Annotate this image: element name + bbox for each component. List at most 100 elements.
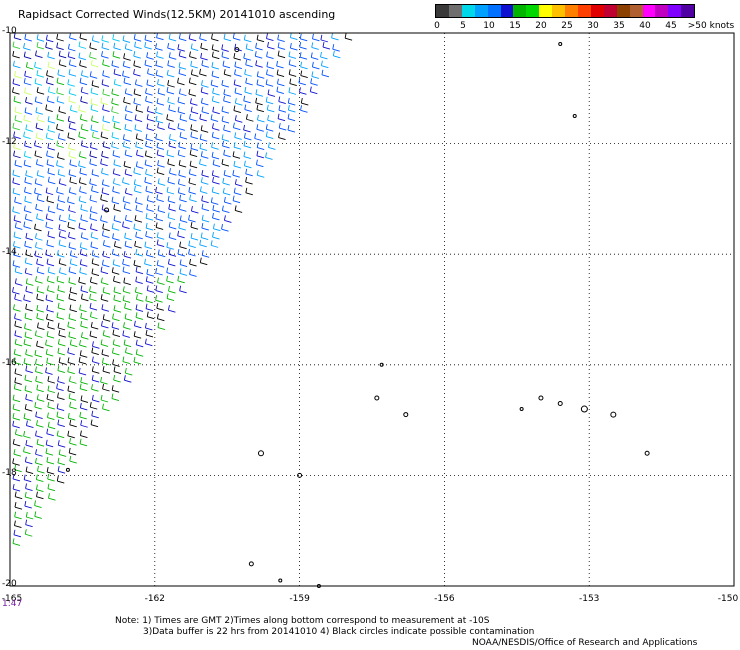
wind-barb: [89, 71, 98, 79]
wind-barb: [135, 248, 143, 257]
wind-barb: [67, 412, 76, 421]
wind-barb: [100, 394, 109, 403]
wind-barb: [201, 222, 209, 231]
wind-barb: [169, 168, 177, 176]
wind-barb: [200, 125, 209, 133]
wind-barb: [80, 86, 89, 95]
wind-barb: [58, 239, 67, 248]
wind-barb: [278, 122, 287, 131]
wind-barb: [234, 87, 243, 96]
wind-barb: [79, 60, 87, 68]
wind-barb: [122, 266, 131, 274]
wind-barb: [58, 449, 67, 457]
wind-barb: [79, 339, 87, 348]
wind-barb: [56, 123, 64, 132]
wind-barb: [68, 277, 76, 285]
wind-barb: [166, 149, 175, 158]
wind-barb: [289, 42, 298, 51]
wind-barb: [12, 458, 20, 466]
wind-barb: [199, 68, 207, 77]
wind-barb: [24, 331, 33, 340]
wind-barb: [300, 61, 308, 70]
wind-barb: [144, 34, 153, 43]
wind-barb: [135, 266, 144, 275]
wind-barb: [13, 215, 22, 223]
wind-barb: [47, 401, 55, 410]
wind-barb: [267, 89, 276, 97]
wind-barb: [12, 177, 20, 186]
wind-barb: [278, 96, 286, 104]
wind-barb: [79, 77, 88, 86]
wind-barb: [199, 113, 207, 122]
wind-barb: [102, 287, 111, 295]
latitude-label: -14: [2, 247, 17, 258]
wind-barb: [166, 242, 174, 250]
wind-barb: [14, 266, 23, 275]
wind-barb: [177, 178, 186, 187]
wind-barb: [102, 70, 110, 78]
wind-barb: [13, 96, 22, 104]
wind-barb: [210, 79, 219, 88]
legend-swatch: [513, 5, 527, 17]
wind-barb: [299, 87, 307, 95]
wind-barb: [91, 268, 100, 276]
time-label: 1:47: [2, 599, 23, 609]
wind-barb: [36, 304, 44, 313]
wind-barb: [47, 116, 56, 124]
wind-barb: [255, 159, 264, 168]
wind-barb: [13, 357, 22, 365]
wind-barb: [212, 205, 220, 213]
wind-barb: [14, 313, 22, 321]
wind-barb: [200, 86, 209, 95]
page-title: Rapidsact Corrected Winds(12.5KM) 201410…: [18, 8, 336, 21]
wind-barb: [166, 86, 175, 95]
wind-barb: [25, 466, 34, 475]
wind-barb: [123, 53, 131, 61]
wind-barb: [80, 232, 89, 240]
wind-barb: [56, 42, 64, 50]
wind-barb: [45, 34, 54, 43]
wind-barb: [210, 197, 219, 205]
wind-barb: [221, 115, 230, 124]
wind-barb: [310, 78, 318, 86]
wind-barb: [67, 132, 75, 140]
wind-barb: [167, 80, 175, 88]
legend-swatch: [474, 5, 488, 17]
wind-barb: [56, 411, 65, 420]
wind-barb: [122, 70, 130, 79]
wind-barb: [91, 131, 100, 140]
wind-barb: [134, 114, 143, 123]
wind-barb: [58, 267, 67, 276]
wind-barb: [123, 77, 132, 86]
wind-barb: [300, 105, 308, 113]
wind-barb: [233, 160, 242, 169]
wind-barb: [212, 123, 220, 131]
wind-barb: [24, 500, 32, 509]
wind-barb: [12, 78, 21, 87]
wind-barb: [112, 233, 120, 241]
wind-barb: [14, 520, 22, 529]
wind-barb: [212, 88, 220, 96]
wind-barb: [45, 448, 54, 456]
wind-barb: [36, 420, 44, 428]
wind-barb: [101, 35, 109, 43]
wind-barb: [157, 322, 166, 330]
wind-barb: [24, 257, 33, 266]
wind-barb: [80, 70, 89, 78]
wind-barb: [69, 438, 77, 446]
wind-barb: [80, 140, 89, 148]
wind-barb: [100, 266, 109, 275]
wind-barb: [58, 50, 67, 59]
longitude-label: -150: [717, 594, 739, 604]
wind-barb: [68, 266, 77, 275]
wind-barb: [35, 159, 44, 167]
wind-barb: [200, 52, 208, 61]
wind-barb: [156, 32, 164, 41]
wind-barb: [69, 376, 77, 384]
wind-barb: [134, 185, 142, 194]
wind-barb: [67, 43, 76, 52]
wind-barb: [69, 401, 77, 410]
wind-barb: [47, 86, 56, 95]
wind-barb: [68, 447, 77, 456]
wind-barb: [102, 314, 111, 322]
